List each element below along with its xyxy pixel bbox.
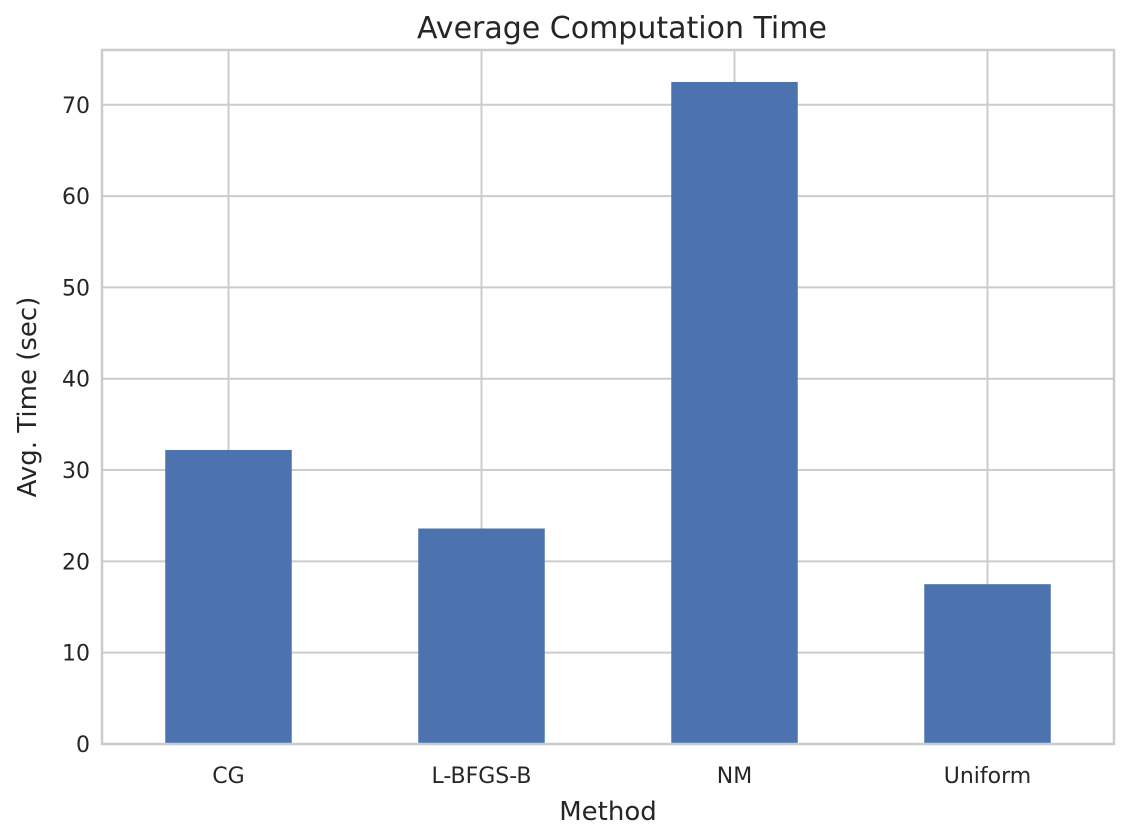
bar-uniform: [924, 584, 1051, 744]
plot-frame: [100, 48, 1116, 746]
y-tick-label: 0: [76, 733, 90, 758]
y-tick-label: 60: [62, 185, 90, 210]
bar-l-bfgs-b: [418, 528, 545, 744]
y-tick-label: 10: [62, 642, 90, 667]
x-tick-label: NM: [717, 764, 752, 789]
x-axis-label: Method: [559, 797, 657, 827]
bars: [165, 81, 1051, 745]
x-tick-labels: CG L-BFGS-B NM Uniform: [212, 764, 1031, 789]
y-tick-label: 50: [62, 276, 90, 301]
bar-nm: [671, 81, 798, 745]
y-tick-label: 30: [62, 459, 90, 484]
x-tick-label: L-BFGS-B: [431, 764, 531, 789]
bar-cg: [165, 449, 292, 744]
y-tick-label: 70: [62, 94, 90, 119]
y-tick-label: 40: [62, 368, 90, 393]
x-tick-label: CG: [212, 764, 244, 789]
x-tick-label: Uniform: [944, 764, 1031, 789]
y-tick-label: 20: [62, 550, 90, 575]
chart-title: Average Computation Time: [417, 11, 827, 46]
y-tick-labels: 0 10 20 30 40 50 60 70: [62, 94, 90, 758]
y-axis-label: Avg. Time (sec): [13, 297, 43, 498]
